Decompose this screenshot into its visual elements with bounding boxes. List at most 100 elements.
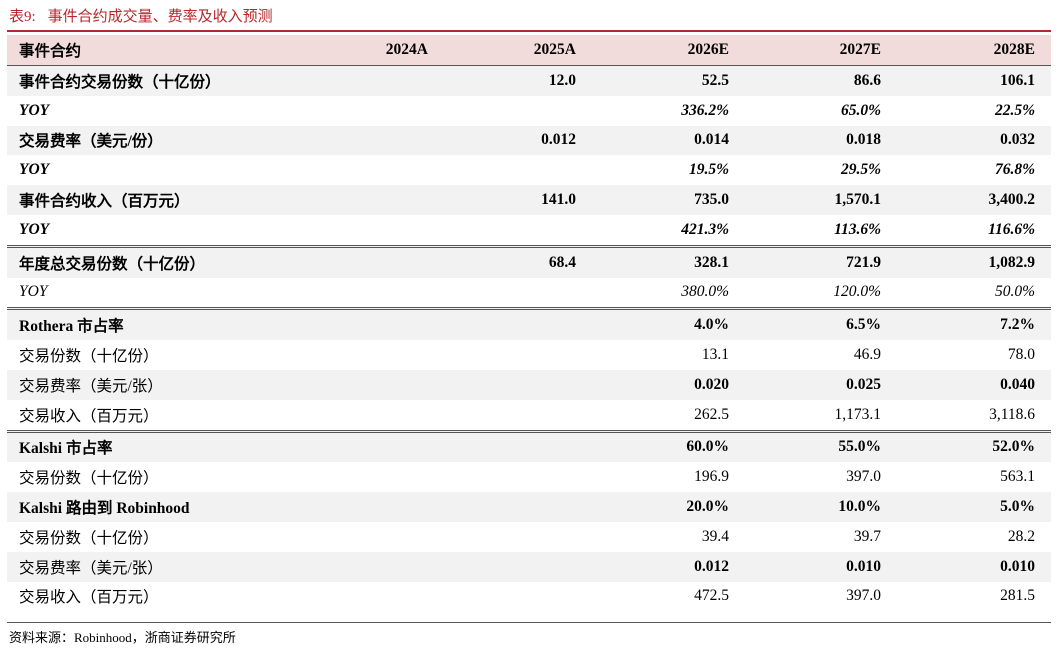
cell-2027e: 0.010 [846, 557, 881, 575]
cell-2026e: 328.1 [694, 253, 729, 271]
cell-2028e: 0.010 [1000, 557, 1035, 575]
cell-2028e: 22.5% [994, 101, 1035, 119]
cell-2026e: 20.0% [686, 498, 729, 516]
cell-2026e: 0.014 [694, 131, 729, 149]
header-2028e: 2028E [993, 41, 1035, 58]
cell-2028e: 563.1 [1000, 468, 1035, 486]
cell-2027e: 0.018 [846, 131, 881, 149]
cell-2028e: 52.0% [992, 438, 1035, 456]
cell-label: 交易费率（美元/份） [19, 133, 163, 151]
header-2027e: 2027E [839, 41, 881, 58]
cell-2028e: 281.5 [1000, 587, 1035, 605]
table-row: YOY 380.0% 120.0% 50.0% [7, 278, 1051, 308]
cell-2026e: 472.5 [694, 587, 729, 605]
cell-2026e: 262.5 [694, 405, 729, 423]
cell-2028e: 28.2 [1007, 527, 1035, 545]
cell-label: 事件合约收入（百万元） [19, 193, 190, 211]
table-row: 交易费率（美元/张） 0.012 0.010 0.010 [7, 551, 1051, 582]
cell-label: YOY [19, 283, 48, 301]
table-row: Rothera 市占率 4.0% 6.5% 7.2% [7, 307, 1051, 341]
table-row: 交易份数（十亿份） 13.1 46.9 78.0 [7, 340, 1051, 370]
cell-label: 事件合约交易份数（十亿份） [19, 73, 221, 91]
source-note: 资料来源：Robinhood，浙商证券研究所 [9, 630, 236, 645]
cell-2025a: 68.4 [548, 253, 576, 271]
table-title: 表9: 事件合约成交量、费率及收入预测 [9, 5, 273, 26]
cell-label: YOY [19, 101, 50, 119]
cell-2028e: 3,118.6 [989, 405, 1035, 423]
cell-2027e: 55.0% [838, 438, 881, 456]
table-row: 交易收入（百万元） 472.5 397.0 281.5 [7, 582, 1051, 612]
cell-2028e: 3,400.2 [988, 191, 1036, 209]
cell-label: 交易份数（十亿份） [19, 529, 159, 547]
title-rule [7, 30, 1051, 32]
table-body: 事件合约交易份数（十亿份） 12.0 52.5 86.6 106.1 YOY 336.2% 6… [7, 66, 1051, 611]
cell-label: Kalshi 市占率 [19, 440, 113, 458]
cell-label: YOY [19, 161, 50, 179]
cell-2026e: 0.020 [694, 375, 729, 393]
cell-2027e: 0.025 [846, 375, 881, 393]
cell-2025a: 12.0 [548, 71, 576, 89]
cell-2027e: 10.0% [838, 498, 881, 516]
header-2024a: 2024A [385, 41, 428, 58]
table-row: 事件合约收入（百万元） 141.0 735.0 1,570.1 3,400.2 [7, 185, 1051, 215]
cell-2028e: 78.0 [1007, 346, 1035, 364]
cell-label: YOY [19, 220, 50, 238]
cell-label: Rothera 市占率 [19, 318, 124, 336]
table-row: YOY 421.3% 113.6% 116.6% [7, 215, 1051, 245]
cell-2028e: 50.0% [994, 283, 1035, 301]
header-2025a: 2025A [533, 41, 576, 58]
cell-2026e: 421.3% [681, 220, 729, 238]
table-row: 年度总交易份数（十亿份） 68.4 328.1 721.9 1,082.9 [7, 244, 1051, 278]
cell-2028e: 0.032 [1000, 131, 1035, 149]
cell-2027e: 1,570.1 [834, 191, 882, 209]
cell-label: 交易份数（十亿份） [19, 470, 159, 488]
table-row: Kalshi 路由到 Robinhood 20.0% 10.0% 5.0% [7, 492, 1051, 522]
cell-2028e: 116.6% [988, 220, 1035, 238]
cell-2026e: 60.0% [686, 438, 729, 456]
table-header: 事件合约 2024A 2025A 2026E 2027E 2028E [7, 35, 1051, 66]
cell-2027e: 86.6 [853, 71, 881, 89]
table-row: 交易收入（百万元） 262.5 1,173.1 3,118.6 [7, 400, 1051, 430]
table-row: Kalshi 市占率 60.0% 55.0% 52.0% [7, 429, 1051, 463]
cell-label: 交易费率（美元/张） [19, 559, 163, 577]
cell-2026e: 380.0% [681, 283, 729, 301]
cell-2027e: 120.0% [833, 283, 881, 301]
cell-2027e: 6.5% [846, 316, 881, 334]
cell-2025a: 141.0 [541, 191, 576, 209]
cell-2027e: 39.7 [853, 527, 881, 545]
cell-label: 交易收入（百万元） [19, 589, 159, 607]
table-row: YOY 336.2% 65.0% 22.5% [7, 96, 1051, 126]
cell-label: 年度总交易份数（十亿份） [19, 255, 206, 273]
cell-2026e: 0.012 [694, 557, 729, 575]
cell-2027e: 65.0% [840, 101, 881, 119]
cell-2028e: 7.2% [1000, 316, 1035, 334]
cell-2026e: 19.5% [688, 161, 729, 179]
cell-2026e: 13.1 [701, 346, 729, 364]
table-row: 交易份数（十亿份） 196.9 397.0 563.1 [7, 462, 1051, 492]
cell-label: 交易份数（十亿份） [19, 348, 159, 366]
cell-2028e: 0.040 [1000, 375, 1035, 393]
cell-2028e: 1,082.9 [988, 253, 1036, 271]
cell-label: 交易费率（美元/张） [19, 377, 163, 395]
cell-2026e: 336.2% [681, 101, 729, 119]
table-caption: 事件合约成交量、费率及收入预测 [47, 9, 273, 25]
cell-label: Kalshi 路由到 Robinhood [19, 500, 190, 518]
cell-2027e: 46.9 [853, 346, 881, 364]
cell-2028e: 5.0% [1000, 498, 1035, 516]
cell-label: 交易收入（百万元） [19, 407, 159, 425]
cell-2025a: 0.012 [541, 131, 576, 149]
cell-2026e: 52.5 [701, 71, 729, 89]
table-row: 交易份数（十亿份） 39.4 39.7 28.2 [7, 522, 1051, 552]
table-row: YOY 19.5% 29.5% 76.8% [7, 155, 1051, 185]
cell-2028e: 76.8% [994, 161, 1035, 179]
table-bottom-rule [7, 622, 1051, 623]
cell-2026e: 735.0 [694, 191, 729, 209]
header-label: 事件合约 [19, 43, 82, 60]
cell-2027e: 1,173.1 [834, 405, 882, 423]
table-row: 事件合约交易份数（十亿份） 12.0 52.5 86.6 106.1 [7, 66, 1051, 96]
cell-2026e: 39.4 [701, 527, 729, 545]
table-number: 表9: [9, 9, 36, 25]
cell-2026e: 4.0% [694, 316, 729, 334]
cell-2027e: 113.6% [834, 220, 881, 238]
table-row: 交易费率（美元/张） 0.020 0.025 0.040 [7, 369, 1051, 400]
